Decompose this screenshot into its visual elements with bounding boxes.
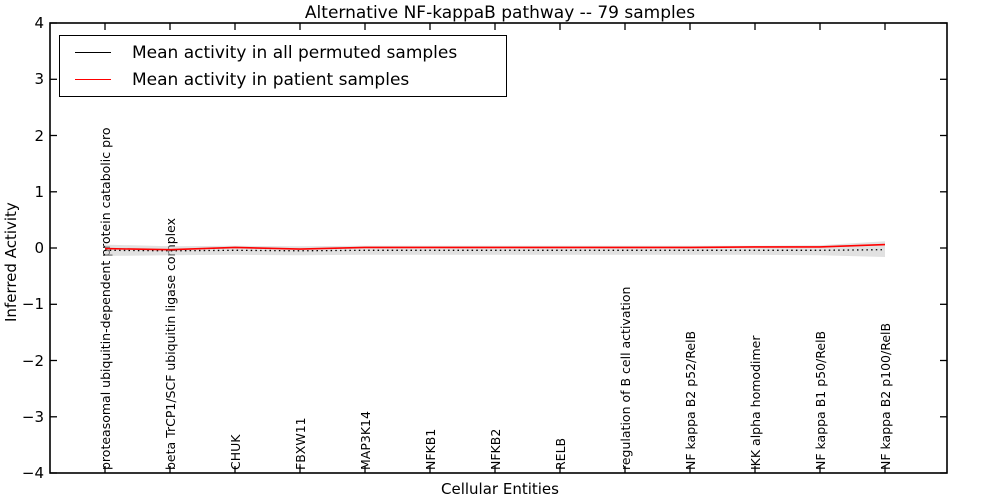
- patient-line-sample: [75, 79, 111, 80]
- y-tick-label: −1: [21, 295, 44, 314]
- y-tick-label: −3: [21, 407, 44, 426]
- permuted-line-sample: [75, 52, 111, 53]
- x-category-label: regulation of B cell activation: [618, 286, 633, 470]
- legend-box: Mean activity in all permuted samples Me…: [59, 35, 507, 97]
- chart-title: Alternative NF-kappaB pathway -- 79 samp…: [304, 3, 696, 23]
- y-tick-label: 2: [34, 126, 44, 145]
- x-category-label: IKK alpha homodimer: [748, 335, 763, 471]
- y-tick-label: −2: [21, 351, 44, 370]
- y-tick-label: 0: [34, 239, 44, 257]
- legend-label-patient: Mean activity in patient samples: [132, 69, 410, 90]
- y-tick-label: 1: [34, 182, 44, 201]
- x-category-label: NF kappa B2 p100/RelB: [878, 322, 893, 470]
- legend-row-permuted: Mean activity in all permuted samples: [60, 39, 506, 66]
- x-category-label: CHUK: [228, 434, 243, 470]
- legend-row-patient: Mean activity in patient samples: [60, 66, 506, 93]
- x-category-label: NFKB1: [423, 428, 438, 470]
- x-category-label: NFKB2: [488, 428, 503, 470]
- legend-label-permuted: Mean activity in all permuted samples: [132, 42, 458, 63]
- y-tick-label: 4: [34, 14, 44, 32]
- y-tick-label: 3: [34, 70, 44, 89]
- x-category-label: FBXW11: [293, 417, 308, 470]
- x-category-label: beta TrCP1/SCF ubiquitin ligase complex: [163, 218, 178, 470]
- x-axis-label: Cellular Entities: [441, 480, 559, 498]
- x-category-label: RELB: [553, 437, 568, 470]
- x-category-label: NF kappa B1 p50/RelB: [813, 330, 828, 470]
- x-category-label: MAP3K14: [358, 411, 373, 470]
- x-category-label: proteasomal ubiquitin-dependent protein …: [98, 127, 113, 470]
- x-category-label: NF kappa B2 p52/RelB: [683, 330, 698, 470]
- y-tick-label: −4: [21, 464, 44, 482]
